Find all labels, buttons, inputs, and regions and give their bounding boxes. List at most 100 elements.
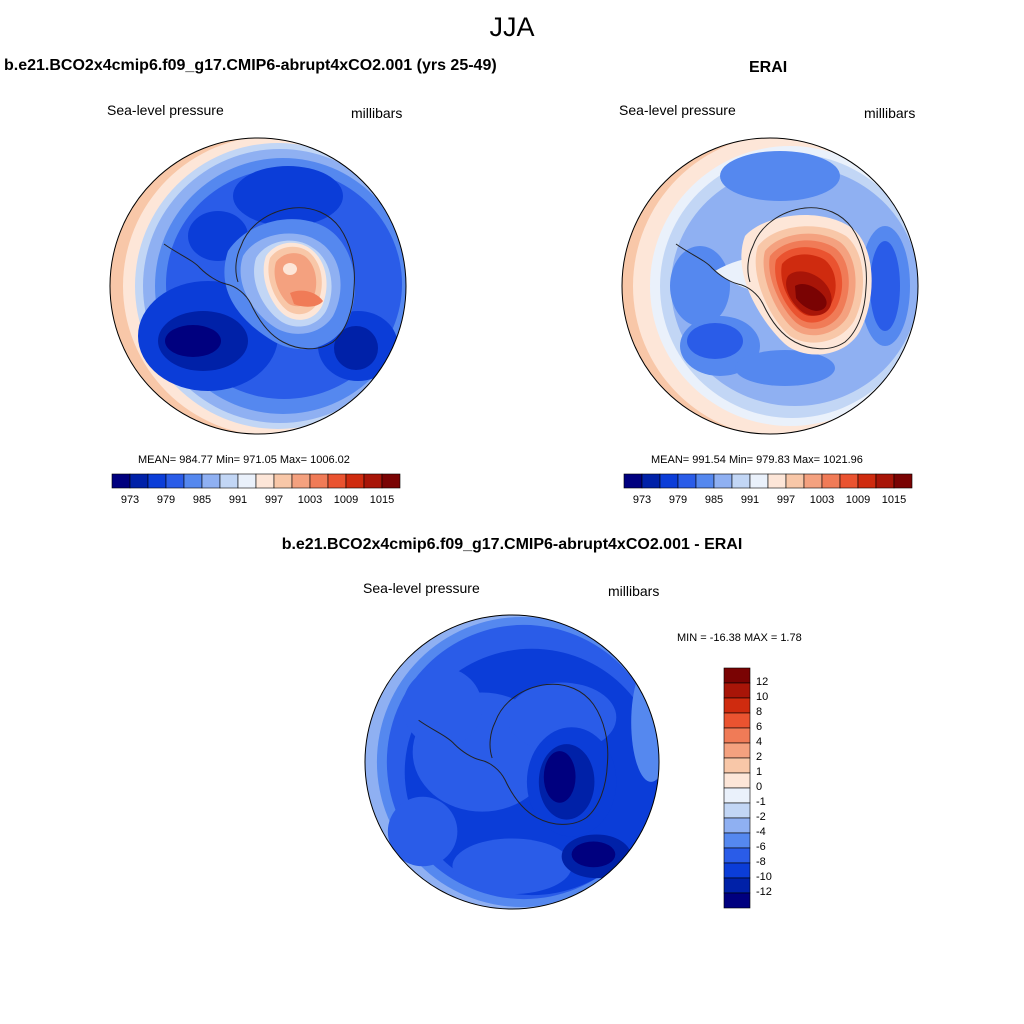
- colorbar-tick-label: 1003: [809, 494, 835, 506]
- panel-2-map: [621, 137, 919, 435]
- colorbar-tick-label: -2: [756, 811, 766, 823]
- colorbar-swatch: [893, 473, 913, 489]
- colorbar-swatch: [111, 473, 131, 489]
- panel-3-colorbar-ticks: 12 10 8 6 4 2 1 0 -1 -2 -4 -6 -8 -10 -12: [756, 668, 796, 908]
- colorbar-swatch: [309, 473, 329, 489]
- panel-3-stats: MIN = -16.38 MAX = 1.78: [677, 632, 802, 644]
- panel-1-colorbar-ticks: 973 979 985 991 997 1003 1009 1015: [112, 494, 400, 508]
- colorbar-swatch: [723, 892, 751, 909]
- colorbar-swatch: [201, 473, 221, 489]
- panel-2-units-label: millibars: [864, 105, 916, 121]
- colorbar-swatch: [821, 473, 841, 489]
- colorbar-tick-label: -8: [756, 856, 766, 868]
- colorbar-swatch: [803, 473, 823, 489]
- colorbar-tick-label: -4: [756, 826, 766, 838]
- colorbar-swatch: [785, 473, 805, 489]
- colorbar-tick-label: 1015: [881, 494, 907, 506]
- colorbar-swatch: [129, 473, 149, 489]
- colorbar-tick-label: 10: [756, 691, 769, 703]
- colorbar-swatch: [723, 847, 751, 864]
- colorbar-tick-label: 1015: [369, 494, 395, 506]
- colorbar-swatch: [695, 473, 715, 489]
- colorbar-tick-label: 2: [756, 751, 763, 763]
- colorbar-tick-label: 991: [740, 494, 760, 506]
- colorbar-swatch: [723, 772, 751, 789]
- colorbar-swatch: [641, 473, 661, 489]
- colorbar-tick-label: -10: [756, 871, 772, 883]
- colorbar-swatch: [723, 877, 751, 894]
- panel-1-title: b.e21.BCO2x4cmip6.f09_g17.CMIP6-abrupt4x…: [4, 57, 497, 74]
- colorbar-swatch: [723, 862, 751, 879]
- colorbar-swatch: [363, 473, 383, 489]
- colorbar-swatch: [219, 473, 239, 489]
- colorbar-swatch: [723, 697, 751, 714]
- panel-2-colorbar-ticks: 973 979 985 991 997 1003 1009 1015: [624, 494, 912, 508]
- colorbar-swatch: [723, 832, 751, 849]
- colorbar-tick-label: 8: [756, 706, 763, 718]
- colorbar-swatch: [273, 473, 293, 489]
- panel-1-colorbar: [111, 473, 401, 489]
- panel-3-colorbar: [723, 667, 751, 909]
- colorbar-tick-label: 4: [756, 736, 763, 748]
- colorbar-swatch: [345, 473, 365, 489]
- colorbar-swatch: [723, 727, 751, 744]
- colorbar-tick-label: 991: [228, 494, 248, 506]
- colorbar-swatch: [857, 473, 877, 489]
- colorbar-tick-label: 997: [264, 494, 284, 506]
- panel-2-stats: MEAN= 991.54 Min= 979.83 Max= 1021.96: [651, 454, 863, 466]
- colorbar-swatch: [723, 817, 751, 834]
- panel-3-map: [364, 614, 660, 910]
- colorbar-swatch: [723, 712, 751, 729]
- colorbar-swatch: [147, 473, 167, 489]
- colorbar-tick-label: 973: [120, 494, 140, 506]
- colorbar-swatch: [749, 473, 769, 489]
- panel-3-units-label: millibars: [608, 583, 660, 599]
- colorbar-swatch: [723, 802, 751, 819]
- colorbar-swatch: [723, 667, 751, 684]
- panel-2-variable-label: Sea-level pressure: [619, 102, 736, 118]
- colorbar-swatch: [875, 473, 895, 489]
- panel-1-units-label: millibars: [351, 105, 403, 121]
- panel-1-variable-label: Sea-level pressure: [107, 102, 224, 118]
- colorbar-swatch: [381, 473, 401, 489]
- colorbar-swatch: [723, 742, 751, 759]
- colorbar-tick-label: 997: [776, 494, 796, 506]
- colorbar-tick-label: 6: [756, 721, 763, 733]
- colorbar-swatch: [165, 473, 185, 489]
- colorbar-swatch: [237, 473, 257, 489]
- colorbar-swatch: [677, 473, 697, 489]
- colorbar-tick-label: 979: [156, 494, 176, 506]
- colorbar-swatch: [723, 787, 751, 804]
- colorbar-swatch: [731, 473, 751, 489]
- colorbar-swatch: [723, 682, 751, 699]
- colorbar-swatch: [291, 473, 311, 489]
- colorbar-tick-label: 1009: [333, 494, 359, 506]
- colorbar-tick-label: 973: [632, 494, 652, 506]
- panel-2-colorbar: [623, 473, 913, 489]
- colorbar-swatch: [713, 473, 733, 489]
- colorbar-tick-label: 985: [704, 494, 724, 506]
- panel-3-title: b.e21.BCO2x4cmip6.f09_g17.CMIP6-abrupt4x…: [281, 536, 743, 553]
- colorbar-tick-label: 0: [756, 781, 763, 793]
- colorbar-swatch: [659, 473, 679, 489]
- colorbar-swatch: [623, 473, 643, 489]
- colorbar-tick-label: -6: [756, 841, 766, 853]
- colorbar-swatch: [723, 757, 751, 774]
- panel-1-map: [109, 137, 407, 435]
- colorbar-tick-label: 12: [756, 676, 769, 688]
- colorbar-tick-label: 1009: [845, 494, 871, 506]
- colorbar-swatch: [767, 473, 787, 489]
- colorbar-swatch: [327, 473, 347, 489]
- colorbar-swatch: [255, 473, 275, 489]
- colorbar-tick-label: 985: [192, 494, 212, 506]
- colorbar-tick-label: 979: [668, 494, 688, 506]
- panel-3-variable-label: Sea-level pressure: [363, 580, 480, 596]
- colorbar-swatch: [183, 473, 203, 489]
- colorbar-tick-label: -1: [756, 796, 766, 808]
- panel-1-stats: MEAN= 984.77 Min= 971.05 Max= 1006.02: [138, 454, 350, 466]
- colorbar-tick-label: 1: [756, 766, 763, 778]
- colorbar-tick-label: -12: [756, 886, 772, 898]
- figure-title: JJA: [489, 12, 535, 42]
- colorbar-tick-label: 1003: [297, 494, 323, 506]
- panel-2-title: ERAI: [749, 59, 788, 76]
